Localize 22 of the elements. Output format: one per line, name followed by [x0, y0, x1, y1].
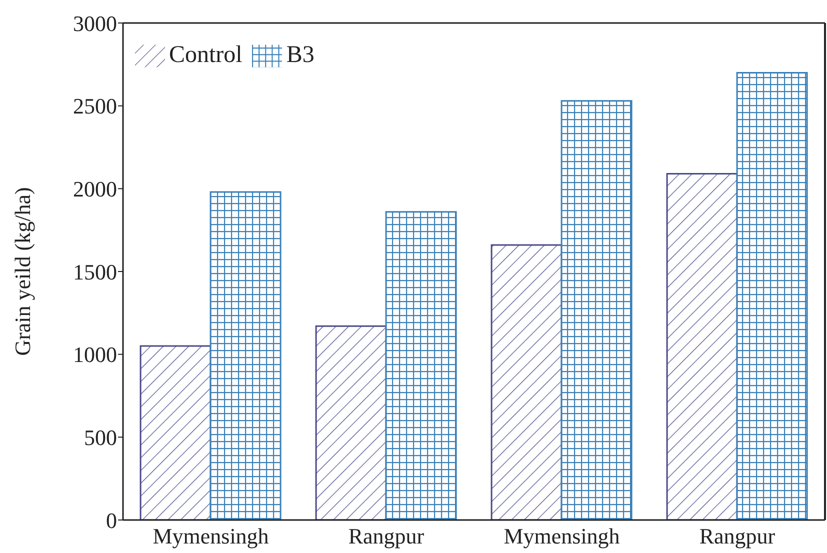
- x-tick-label: Mymensingh: [504, 524, 620, 549]
- bar: [385, 211, 457, 520]
- bar: [666, 173, 738, 520]
- legend-label: Control: [169, 42, 242, 68]
- bar: [736, 72, 808, 520]
- y-tick-label: 1500: [73, 259, 117, 284]
- x-tick-label: Mymensingh: [152, 524, 269, 549]
- bar: [315, 325, 387, 520]
- bar: [560, 100, 632, 520]
- y-tick-label: 1000: [73, 342, 117, 368]
- y-tick-label: 2500: [73, 94, 117, 119]
- y-tick-label: 3000: [73, 10, 117, 36]
- y-tick-label: 500: [84, 424, 117, 450]
- y-axis-title: Grain yeild (kg/ha): [10, 187, 35, 356]
- bar: [210, 191, 282, 520]
- x-tick-label: Rangpur: [699, 524, 776, 549]
- y-tick-label: 2000: [73, 176, 117, 202]
- legend-label: B3: [286, 42, 314, 68]
- y-tick-label: 0: [106, 508, 117, 533]
- x-tick-label: Rangpur: [348, 524, 425, 549]
- bar: [140, 345, 212, 520]
- bar: [490, 244, 562, 520]
